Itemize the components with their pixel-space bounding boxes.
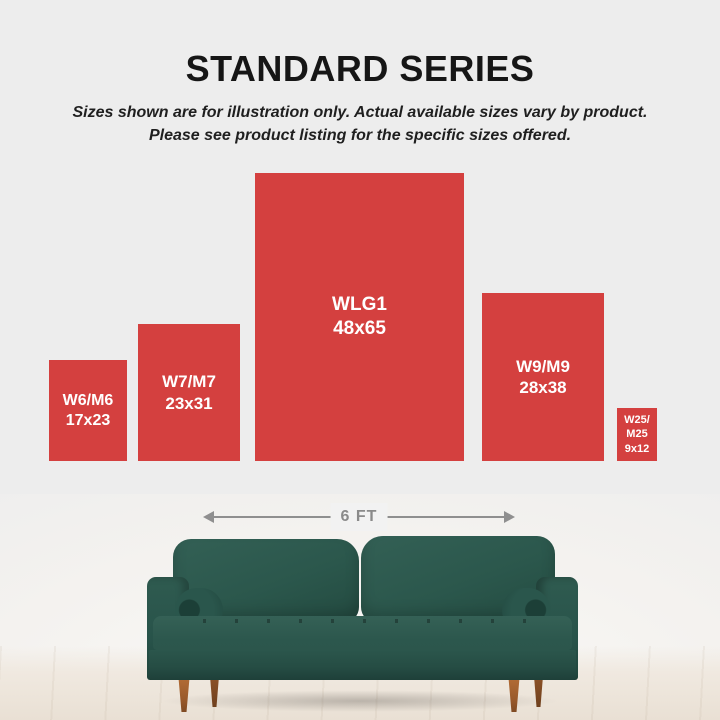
sofa-leg-back-left <box>210 680 219 707</box>
sofa-leg-back-right <box>534 680 543 707</box>
size-box-w7m7: W7/M7 23x31 <box>138 324 240 461</box>
subtitle-line-2: Please see product listing for the speci… <box>148 127 572 144</box>
sofa-base-frame <box>149 650 576 680</box>
subtitle-line-1: Sizes shown are for illustration only. A… <box>72 104 648 121</box>
size-box-w6m6: W6/M6 17x23 <box>49 360 127 461</box>
size-dims: 9x12 <box>624 442 650 455</box>
size-box-w9m9: W9/M9 28x38 <box>482 293 604 461</box>
size-dims: 48x65 <box>333 318 386 339</box>
size-label: W9/M9 <box>516 356 570 376</box>
size-dims: 23x31 <box>165 393 213 413</box>
size-label-2: M25 <box>626 428 648 441</box>
sofa-leg-front-right <box>508 680 520 712</box>
right-arrowhead-icon <box>504 511 515 523</box>
size-label: WLG1 <box>332 294 387 316</box>
size-dims: 28x38 <box>519 378 567 397</box>
sofa-leg-front-left <box>178 680 190 712</box>
size-label: W6/M6 <box>62 391 114 409</box>
page-title: STANDARD SERIES <box>185 48 535 89</box>
scale-label: 6 FT <box>330 503 388 531</box>
size-box-wlg1: WLG1 48x65 <box>255 173 464 461</box>
sofa-seat-cushion <box>153 616 572 650</box>
sofa-shadow <box>160 690 560 712</box>
size-dims: 17x23 <box>65 411 111 429</box>
sofa-illustration <box>147 536 578 712</box>
size-box-w25m25: W25/ M25 9x12 <box>617 408 657 461</box>
left-arrowhead-icon <box>203 511 214 523</box>
scale-indicator: 6 FT <box>203 503 515 531</box>
sofa-photo <box>0 494 720 720</box>
size-label: W25/ <box>624 414 650 427</box>
size-label: W7/M7 <box>162 372 216 392</box>
